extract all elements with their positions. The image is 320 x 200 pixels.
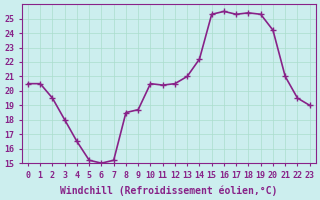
X-axis label: Windchill (Refroidissement éolien,°C): Windchill (Refroidissement éolien,°C)	[60, 185, 277, 196]
